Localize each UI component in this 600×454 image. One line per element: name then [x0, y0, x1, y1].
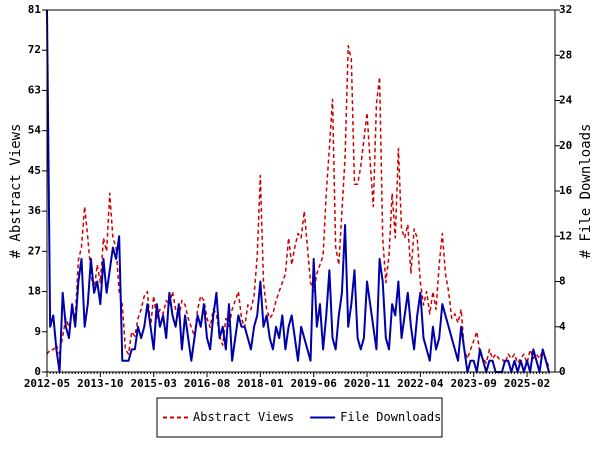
y2-tick-label: 4 — [559, 320, 566, 333]
y-tick-label: 18 — [28, 285, 41, 298]
y2-tick-label: 16 — [559, 184, 573, 197]
x-tick-label: 2022-04 — [397, 377, 444, 390]
x-tick-label: 2020-11 — [344, 377, 391, 390]
legend-box — [156, 397, 443, 438]
y-tick-label: 72 — [28, 43, 41, 56]
y2-tick-label: 12 — [559, 229, 572, 242]
x-tick-label: 2018-01 — [237, 377, 284, 390]
x-tick-label: 2012-05 — [24, 377, 70, 390]
y-axis-title: # Abstract Views — [8, 124, 24, 259]
y2-tick-label: 0 — [559, 365, 566, 378]
y2-tick-label: 28 — [559, 48, 572, 61]
y2-axis-title: # File Downloads — [578, 124, 594, 259]
series-line — [46, 45, 550, 368]
y2-tick-label: 8 — [559, 275, 566, 288]
y-tick-label: 63 — [28, 83, 41, 96]
y-tick-label: 45 — [28, 164, 41, 177]
x-tick-label: 2016-08 — [184, 377, 230, 390]
y2-tick-label: 32 — [559, 3, 572, 16]
x-tick-label: 2013-10 — [77, 377, 123, 390]
y-tick-label: 36 — [28, 204, 42, 217]
y-tick-label: 81 — [28, 3, 42, 16]
legend-label: Abstract Views — [193, 410, 294, 424]
y-tick-label: 0 — [34, 365, 41, 378]
y2-tick-label: 20 — [559, 139, 572, 152]
y-tick-label: 9 — [34, 325, 41, 338]
x-tick-label: 2025-02 — [504, 377, 550, 390]
x-tick-label: 2023-09 — [451, 377, 497, 390]
x-tick-label: 2015-03 — [130, 377, 176, 390]
legend-label: File Downloads — [340, 410, 441, 424]
y2-tick-label: 24 — [559, 94, 573, 107]
x-tick-label: 2019-06 — [291, 377, 338, 390]
plot-frame — [46, 9, 556, 373]
y-tick-label: 27 — [28, 244, 41, 257]
y-tick-label: 54 — [28, 124, 42, 137]
series-line — [46, 9, 550, 373]
